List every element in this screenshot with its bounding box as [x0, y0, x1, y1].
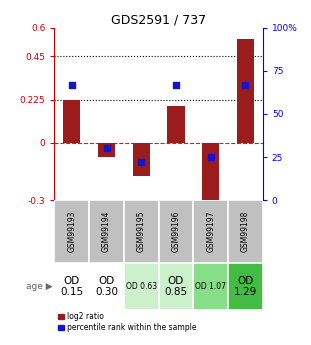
Text: OD
0.85: OD 0.85 [165, 276, 188, 297]
Text: GSM99198: GSM99198 [241, 211, 250, 252]
Text: OD 1.07: OD 1.07 [195, 282, 226, 291]
Text: GSM99196: GSM99196 [171, 211, 180, 253]
Bar [54, 263, 89, 310]
Bar [237, 39, 254, 143]
Title: GDS2591 / 737: GDS2591 / 737 [111, 13, 206, 27]
Bar [202, 143, 219, 200]
Bar [167, 106, 185, 143]
Text: GSM99195: GSM99195 [137, 211, 146, 253]
Text: OD
1.29: OD 1.29 [234, 276, 257, 297]
Bar [89, 200, 124, 263]
Bar [193, 263, 228, 310]
Point [243, 82, 248, 87]
Bar [98, 143, 115, 157]
Legend: log2 ratio, percentile rank within the sample: log2 ratio, percentile rank within the s… [58, 313, 196, 332]
Point [104, 146, 109, 151]
Text: OD
0.30: OD 0.30 [95, 276, 118, 297]
Text: GSM99194: GSM99194 [102, 211, 111, 253]
Point [174, 82, 179, 87]
Text: age ▶: age ▶ [26, 282, 53, 291]
Bar [124, 200, 159, 263]
Text: OD 0.63: OD 0.63 [126, 282, 157, 291]
Text: OD
0.15: OD 0.15 [60, 276, 83, 297]
Bar [63, 100, 81, 143]
Bar [228, 263, 263, 310]
Bar [228, 200, 263, 263]
Text: GSM99197: GSM99197 [206, 211, 215, 253]
Bar [132, 143, 150, 176]
Point [208, 154, 213, 160]
Point [69, 82, 74, 87]
Bar [89, 263, 124, 310]
Text: GSM99193: GSM99193 [67, 211, 76, 253]
Bar [159, 200, 193, 263]
Bar [124, 263, 159, 310]
Bar [54, 200, 89, 263]
Bar [193, 200, 228, 263]
Point [139, 159, 144, 165]
Bar [159, 263, 193, 310]
